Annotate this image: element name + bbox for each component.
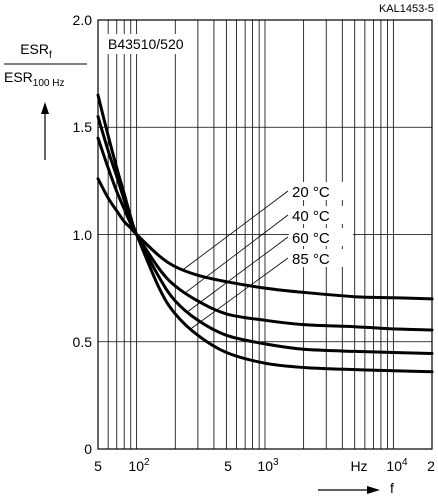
chart-title: B43510/520 (108, 36, 184, 52)
y-axis-arrow-icon (41, 102, 49, 114)
series-label: 60 °C (292, 230, 330, 247)
series-label-background (289, 249, 353, 267)
series-line (96, 115, 434, 355)
leader-line (190, 257, 289, 330)
y-tick-label: 1.0 (73, 227, 93, 243)
legend-leader-lines (182, 190, 289, 330)
series-group: 20 °C 40 °C 60 °C 85 °C (96, 93, 434, 374)
series-line (96, 136, 434, 332)
series-label: 20 °C (292, 184, 330, 201)
leader-line (187, 236, 289, 312)
series-label-background (289, 206, 353, 224)
title-background (104, 34, 190, 54)
y-label-denominator-sub: 100 Hz (33, 78, 65, 89)
x-axis-label: f (390, 480, 394, 496)
x-tick-exponent: 3 (273, 457, 279, 468)
x-axis-arrow-icon (367, 486, 380, 494)
y-tick-label: 1.5 (73, 119, 93, 135)
plot-frame (97, 19, 433, 450)
svg-text:ESRf: ESRf (20, 41, 52, 61)
x-tick-label: 103 (257, 457, 279, 474)
x-tick-base: 10 (386, 458, 402, 474)
y-tick-label: 0 (84, 441, 92, 457)
y-label-numerator-sub: f (49, 50, 52, 61)
x-tick-label: 5 (94, 458, 102, 474)
x-tick-label: 5 (224, 458, 232, 474)
grid (98, 20, 432, 449)
series-label: 85 °C (292, 251, 330, 268)
series-line (96, 93, 434, 374)
series-label-background (289, 228, 353, 246)
y-label-denominator: ESR (4, 69, 33, 85)
x-tick-base: 10 (128, 458, 144, 474)
series-label: 40 °C (292, 208, 330, 225)
y-axis-label: ESRf ESR100 Hz (4, 41, 87, 160)
svg-text:ESR100 Hz: ESR100 Hz (4, 69, 64, 89)
x-tick-label: 2 (427, 458, 435, 474)
y-tick-label: 2.0 (73, 12, 93, 28)
x-unit-label: Hz (350, 458, 367, 474)
x-tick-base: 10 (257, 458, 273, 474)
x-tick-label: 104 (386, 457, 408, 474)
figure-code: KAL1453-5 (379, 3, 434, 15)
series-label-background (289, 182, 353, 200)
x-tick-exponent: 4 (402, 457, 408, 468)
y-label-numerator: ESR (20, 41, 49, 57)
y-tick-label: 0.5 (73, 334, 93, 350)
leader-line (185, 214, 289, 294)
leader-line (182, 190, 289, 270)
series-line (96, 177, 434, 301)
x-tick-exponent: 2 (144, 457, 150, 468)
x-tick-label: 102 (128, 457, 150, 474)
